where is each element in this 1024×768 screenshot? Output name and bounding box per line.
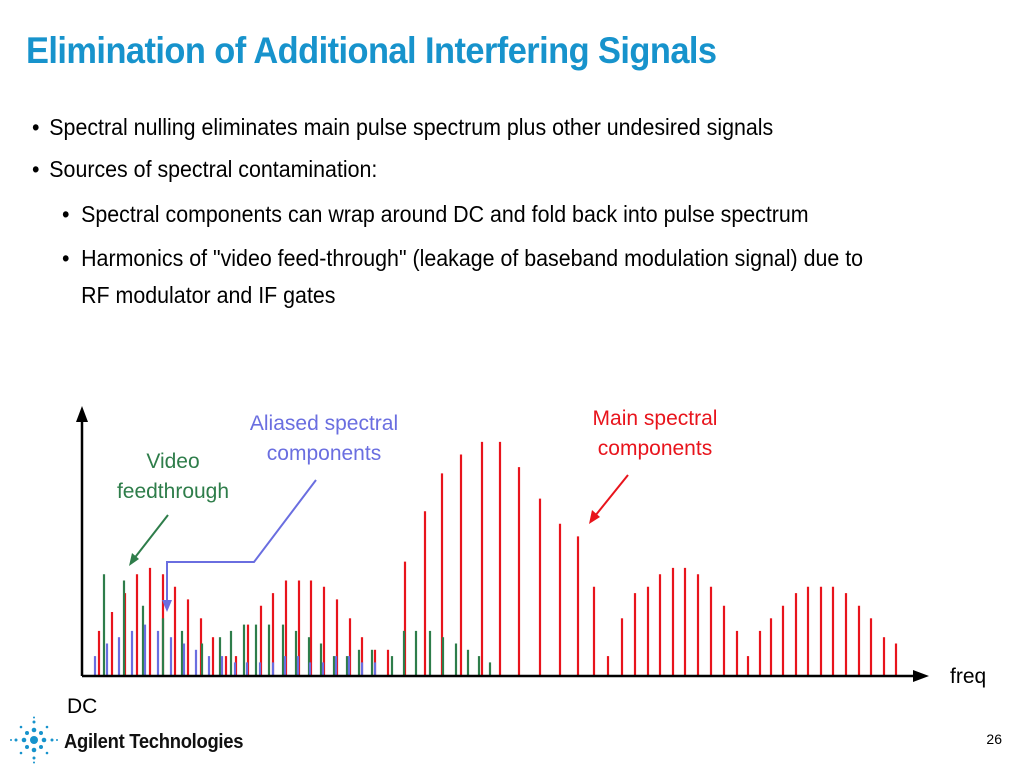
bullet-text: Sources of spectral contamination: bbox=[49, 156, 378, 182]
video-feedthrough-pointer bbox=[132, 514, 169, 561]
annotation-line: Video bbox=[146, 450, 199, 473]
annotation-line: components bbox=[598, 437, 712, 460]
slide-title: Elimination of Additional Interfering Si… bbox=[26, 30, 717, 71]
aliased-components-arrowhead bbox=[162, 600, 172, 612]
main-components-pointer bbox=[594, 474, 629, 517]
y-axis-arrow bbox=[76, 406, 88, 422]
agilent-spark-icon bbox=[10, 716, 58, 764]
annotation-line: components bbox=[267, 442, 381, 465]
bullet-text: Spectral components can wrap around DC a… bbox=[81, 201, 809, 227]
annotation-line: Main spectral bbox=[593, 407, 718, 430]
bullet-dot: • bbox=[62, 245, 70, 271]
main-components-arrowhead bbox=[589, 510, 600, 524]
spectral-lines bbox=[93, 441, 898, 675]
bullet-dot: • bbox=[62, 201, 70, 227]
x-axis-label: freq bbox=[950, 665, 986, 688]
main-components-label: Main spectral components bbox=[593, 407, 718, 460]
dc-label: DC bbox=[67, 695, 97, 718]
x-axis-arrow bbox=[913, 670, 929, 682]
company-logo-text: Agilent Technologies bbox=[64, 731, 244, 753]
bullet-dot: • bbox=[32, 156, 40, 182]
video-feedthrough-label: Video feedthrough bbox=[117, 450, 229, 503]
annotation-line: feedthrough bbox=[117, 480, 229, 503]
video-feedthrough-arrowhead bbox=[129, 553, 139, 566]
aliased-components-label: Aliased spectral components bbox=[250, 412, 398, 465]
bullet-text: Spectral nulling eliminates main pulse s… bbox=[49, 114, 774, 140]
annotation-line: Aliased spectral bbox=[250, 412, 398, 435]
page-number: 26 bbox=[986, 731, 1002, 747]
bullet-list: • Spectral nulling eliminates main pulse… bbox=[0, 0, 1024, 330]
bullet-dot: • bbox=[32, 114, 40, 140]
aliased-components-pointer bbox=[166, 479, 317, 602]
bullet-text: RF modulator and IF gates bbox=[81, 282, 336, 308]
bullet-text: Harmonics of "video feed-through" (leaka… bbox=[81, 245, 864, 271]
